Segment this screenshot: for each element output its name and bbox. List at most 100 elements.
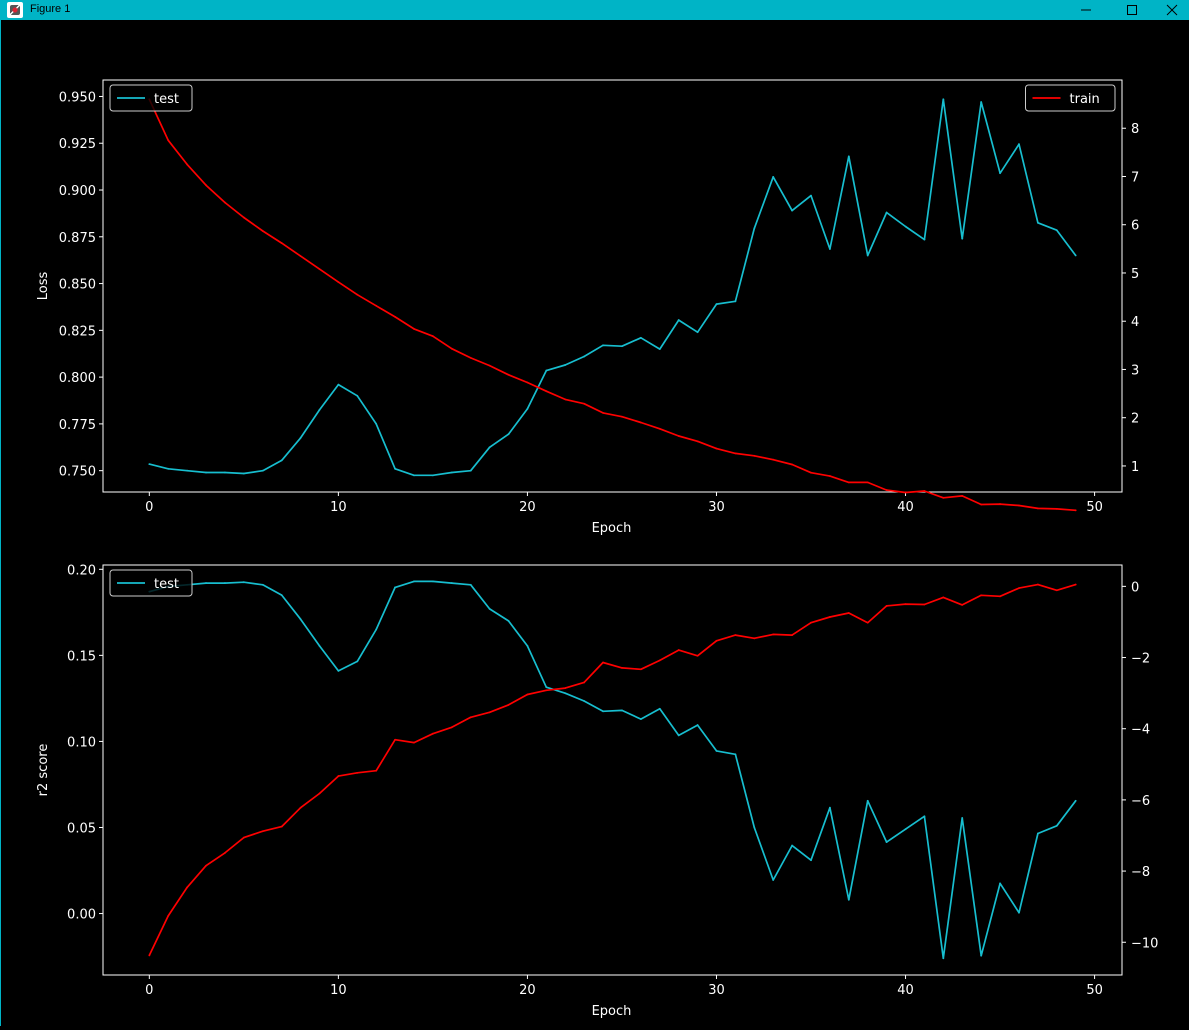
bottom-series-test-point [545, 686, 548, 689]
top-series-test-point [639, 336, 642, 339]
bottom-series-train-point [1018, 587, 1020, 590]
top-series-train-point [621, 415, 623, 418]
top-series-test-point [1055, 229, 1058, 232]
top-series-test-point [942, 98, 945, 101]
title-bar[interactable]: Figure 1 [0, 0, 1189, 20]
bottom-x-tick-label: 50 [1086, 983, 1103, 998]
top-right-tick-label: 4 [1131, 315, 1139, 330]
top-left-tick-label: 0.900 [59, 184, 96, 199]
bottom-series-test-point [866, 799, 869, 802]
top-series-test-point [696, 331, 699, 334]
bottom-left-tick-label: 0.10 [67, 735, 96, 750]
top-series-train-point [261, 230, 264, 232]
bottom-series-test-point [469, 583, 472, 586]
bottom-series-test-point [1018, 911, 1020, 914]
bottom-series-test-point [224, 582, 226, 584]
top-left-tick-label: 0.925 [59, 137, 96, 152]
top-series-train-point [526, 381, 529, 384]
bottom-legend-label: test [154, 577, 179, 592]
bottom-series-train-point [961, 603, 964, 606]
bottom-series-train-point [186, 886, 189, 889]
top-series-train-point [885, 489, 888, 491]
bottom-series-train-point [299, 806, 302, 809]
top-series-train-point [961, 494, 964, 497]
bottom-left-tick-label: 0.00 [67, 908, 96, 923]
bottom-series-test-point [431, 580, 434, 583]
top-series-test-point [772, 176, 775, 178]
top-series-test-point [791, 209, 794, 212]
top-right-tick-label: 1 [1131, 460, 1139, 475]
top-series-train-point [847, 481, 850, 484]
bottom-series-test-point [394, 586, 396, 589]
bottom-series-train-point [375, 769, 378, 772]
bottom-series-test-point [961, 817, 964, 819]
bottom-right-tick-label: −10 [1131, 936, 1158, 951]
top-series-train-point [318, 268, 321, 271]
bottom-series-test-point [734, 753, 737, 756]
bottom-series-test-point [337, 669, 340, 672]
bottom-series-train-point [1074, 583, 1077, 586]
bottom-series-train-point [356, 771, 359, 774]
maximize-button[interactable] [1109, 0, 1155, 20]
top-series-test-point [866, 254, 869, 257]
top-series-train-point [602, 411, 604, 414]
bottom-legend-box [109, 569, 193, 597]
top-series-train-point [205, 184, 207, 187]
bottom-series-train-point [280, 825, 283, 828]
bottom-series-train-point [261, 830, 264, 833]
top-series-train-point [186, 163, 189, 166]
bottom-series-test-point [450, 582, 453, 584]
top-series-train-point [791, 463, 794, 466]
top-series-train-point [280, 242, 283, 244]
top-series-test-point [658, 348, 661, 350]
bottom-series-train-point [564, 687, 567, 690]
close-button[interactable] [1155, 0, 1189, 20]
bottom-left-tick-label: 0.20 [67, 563, 96, 578]
top-series-test-point [829, 248, 831, 250]
top-series-test-point [583, 355, 586, 358]
top-plot-frame [102, 79, 1123, 493]
top-series-train-point [394, 315, 396, 318]
bottom-plot-frame [102, 564, 1123, 976]
top-series-test-point [545, 369, 548, 372]
top-series-test-point [1036, 221, 1039, 224]
bottom-series-train-point [753, 637, 756, 640]
top-left-tick-label: 0.750 [59, 465, 96, 480]
top-series-train-point [1074, 509, 1077, 512]
bottom-series-train-point [677, 649, 680, 651]
top-series-train-point [772, 458, 775, 461]
minimize-button[interactable] [1063, 0, 1109, 20]
bottom-series-train-point [224, 852, 226, 854]
top-series-train-point [167, 139, 170, 142]
top-legend-box [109, 84, 193, 112]
bottom-series-test-point [375, 628, 378, 631]
bottom-series-train-point [583, 681, 586, 684]
top-series-test-point [167, 467, 170, 470]
top-series-test-point [299, 437, 302, 439]
top-axes: 0 10 20 30 40 50 Epoch 0.750 0.775 0.800 0.825 0.85… [36, 79, 1139, 536]
bottom-x-tick-label: 40 [897, 983, 914, 998]
bottom-series-train-point [1036, 583, 1039, 586]
bottom-series-train-point [696, 654, 699, 657]
bottom-series-test-point [791, 844, 794, 847]
bottom-series-train-point [205, 864, 207, 867]
top-series-train-point [658, 427, 661, 430]
matplotlib-app-icon [7, 2, 23, 18]
bottom-series-test-point [658, 707, 661, 710]
top-series-test-point [677, 319, 680, 321]
bottom-x-tick-label: 10 [330, 983, 347, 998]
figure-canvas: 0 10 20 30 40 50Epoch0.7500.7750.8000.8250.85… [36, 79, 1158, 1019]
top-legend-test: test [109, 84, 193, 112]
bottom-series-train-point [621, 666, 623, 669]
bottom-x-tick-label: 30 [708, 983, 725, 998]
bottom-left-tick-label: 0.15 [67, 649, 96, 664]
top-series-test-point [450, 471, 453, 474]
top-series-test-point [394, 467, 396, 470]
top-series-train-point [337, 281, 340, 284]
top-series-test-point [318, 408, 321, 411]
bottom-series-train-point [1055, 589, 1058, 592]
bottom-series-test-point [488, 607, 491, 610]
top-series-test-point [413, 474, 415, 477]
top-series-test-point [280, 459, 283, 462]
bottom-series-test-point [772, 879, 775, 881]
